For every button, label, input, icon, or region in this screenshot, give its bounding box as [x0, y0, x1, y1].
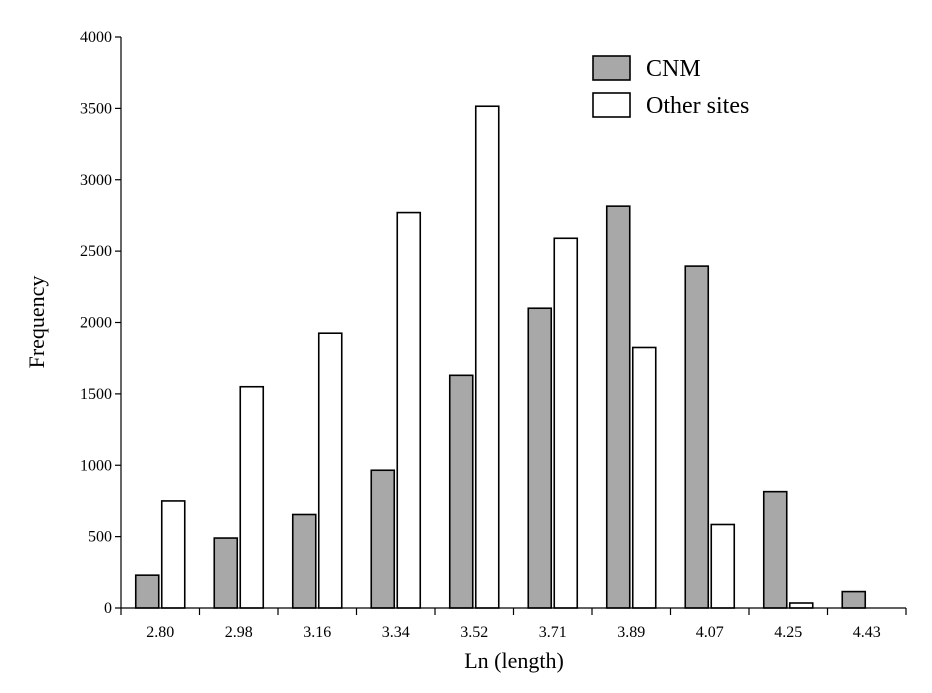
x-tick-label-3.71: 3.71 — [539, 624, 567, 641]
y-tick-label-1000: 1000 — [80, 457, 112, 474]
x-axis-title: Ln (length) — [464, 648, 564, 673]
y-tick-label-500: 500 — [88, 529, 112, 546]
bar-cnm-3.89 — [605, 205, 631, 609]
bar-cnm-4.25 — [762, 490, 788, 609]
legend: CNM Other sites — [592, 55, 749, 119]
legend-swatch-cnm — [592, 55, 631, 81]
bar-other-sites-2.98 — [239, 385, 265, 609]
y-tick-label-3000: 3000 — [80, 172, 112, 189]
bar-other-sites-3.52 — [474, 105, 500, 609]
y-tick-label-0: 0 — [104, 600, 112, 617]
y-tick-label-4000: 4000 — [80, 29, 112, 46]
legend-label-other-sites: Other sites — [646, 93, 749, 119]
bars-group — [134, 105, 867, 609]
bar-cnm-3.34 — [370, 469, 396, 609]
y-tick-label-2500: 2500 — [80, 243, 112, 260]
bar-cnm-3.16 — [291, 513, 317, 609]
bar-other-sites-3.89 — [631, 346, 657, 609]
bar-cnm-4.07 — [684, 265, 710, 609]
x-tick-label-4.25: 4.25 — [774, 624, 802, 641]
x-tick-label-3.89: 3.89 — [617, 624, 645, 641]
x-tick-label-3.52: 3.52 — [460, 624, 488, 641]
x-tick-label-2.80: 2.80 — [146, 624, 174, 641]
bar-cnm-2.98 — [213, 537, 239, 609]
bar-other-sites-3.16 — [317, 332, 343, 609]
bar-other-sites-3.34 — [396, 211, 422, 609]
bar-cnm-3.52 — [448, 374, 474, 609]
bar-other-sites-4.25 — [788, 602, 814, 609]
ticks-group: 0 500 1000 1500 2000 2500 3000 3500 4000 2.80 2.98… — [80, 29, 907, 641]
bar-cnm-4.43 — [841, 590, 867, 609]
x-tick-label-4.07: 4.07 — [696, 624, 724, 641]
y-tick-label-3500: 3500 — [80, 100, 112, 117]
bar-other-sites-3.71 — [553, 237, 579, 609]
x-tick-label-4.43: 4.43 — [853, 624, 881, 641]
x-tick-label-2.98: 2.98 — [225, 624, 253, 641]
y-axis-title: Frequency — [24, 276, 49, 369]
bar-other-sites-2.80 — [160, 500, 186, 609]
legend-label-cnm: CNM — [646, 56, 701, 82]
y-tick-label-2000: 2000 — [80, 315, 112, 332]
legend-swatch-other-sites — [592, 92, 631, 118]
x-tick-label-3.34: 3.34 — [382, 624, 410, 641]
bar-cnm-2.80 — [134, 574, 160, 609]
y-tick-label-1500: 1500 — [80, 386, 112, 403]
axes-group — [120, 37, 906, 609]
bar-cnm-3.71 — [527, 307, 553, 609]
bar-other-sites-4.07 — [710, 523, 736, 609]
x-tick-label-3.16: 3.16 — [303, 624, 331, 641]
